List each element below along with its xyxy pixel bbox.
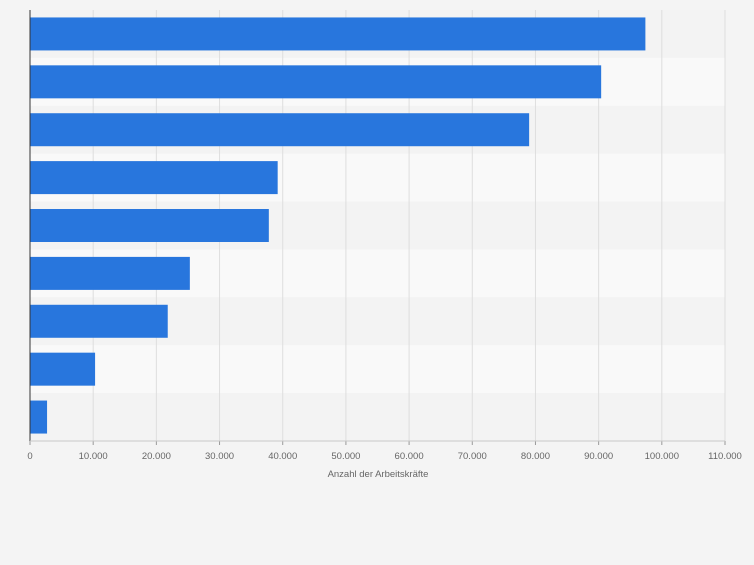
x-tick-label: 20.000 — [142, 451, 171, 462]
x-tick-label: 110.000 — [708, 451, 742, 462]
x-tick-label: 50.000 — [331, 451, 360, 462]
x-axis-label: Anzahl der Arbeitskräfte — [328, 469, 429, 480]
bar — [30, 161, 278, 195]
x-tick-label: 60.000 — [395, 451, 424, 462]
bar — [30, 17, 646, 51]
x-tick-label: 10.000 — [79, 451, 108, 462]
bar — [30, 304, 168, 338]
row-band — [30, 393, 725, 441]
bar — [30, 113, 530, 147]
bar — [30, 400, 48, 434]
x-tick-label: 0 — [27, 451, 32, 462]
row-band — [30, 345, 725, 394]
bars — [30, 17, 646, 434]
x-tick-labels: 0 10.000 20.000 30.000 40.000 50.000 60.000 70.… — [27, 451, 741, 462]
axes — [29, 10, 726, 445]
bar — [30, 209, 269, 242]
x-tick-label: 30.000 — [205, 451, 234, 462]
bar — [30, 65, 602, 99]
x-tick-label: 100.000 — [645, 451, 679, 462]
x-tick-label: 70.000 — [458, 451, 487, 462]
x-tick-label: 80.000 — [521, 451, 550, 462]
x-tick-label: 40.000 — [268, 451, 297, 462]
bar — [30, 352, 96, 386]
x-tick-label: 90.000 — [584, 451, 613, 462]
bar — [30, 256, 190, 290]
